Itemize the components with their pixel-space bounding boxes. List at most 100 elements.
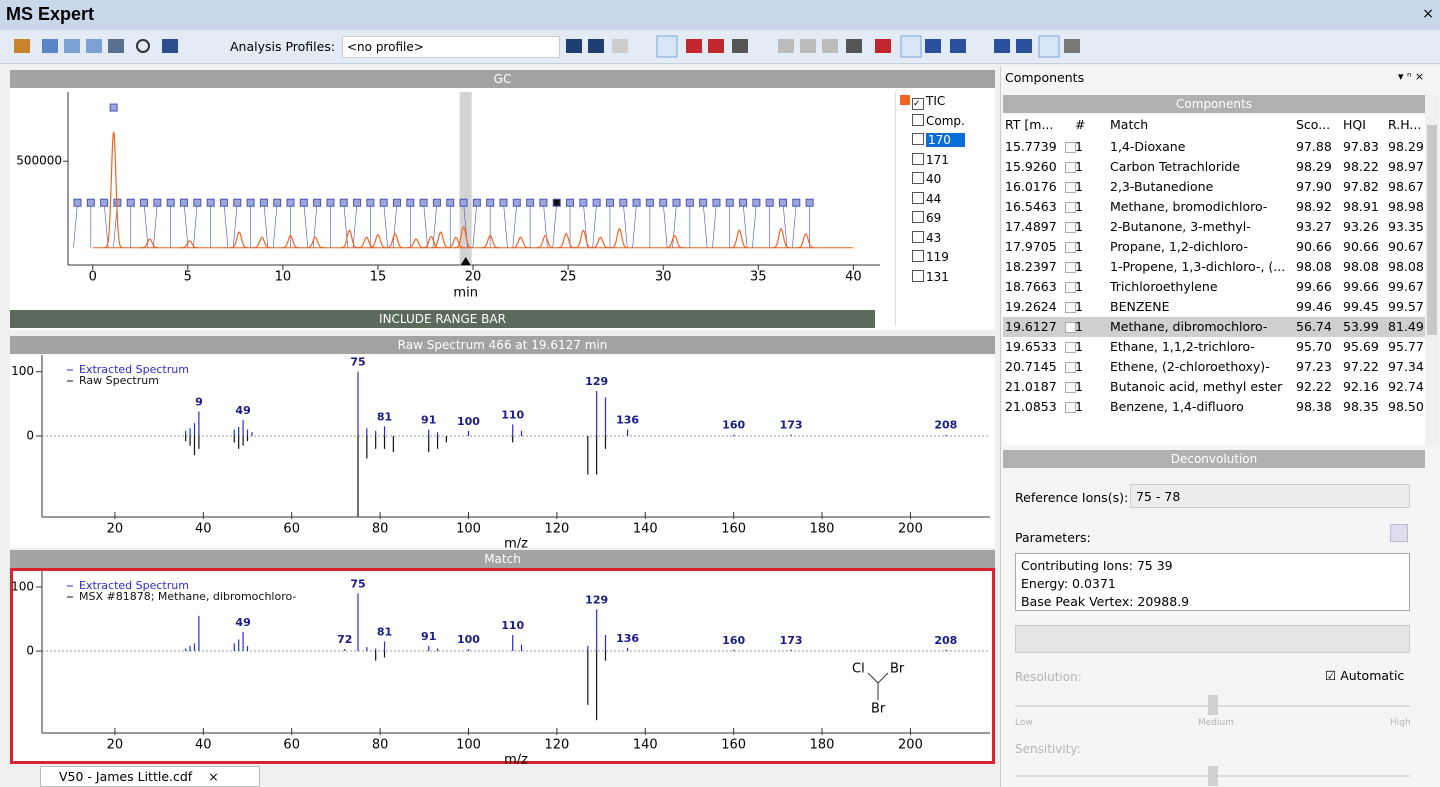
tool-icon[interactable] — [1064, 39, 1080, 53]
open-icon[interactable] — [14, 39, 30, 53]
trace-item[interactable]: 170 — [900, 131, 965, 149]
component-link — [503, 202, 508, 248]
pointer-tool[interactable] — [656, 35, 678, 58]
table-row[interactable]: 16.0176 1 2,3-Butanedione 97.90 97.82 98.67 — [1003, 177, 1425, 197]
table-row[interactable]: 17.9705 1 Propane, 1,2-dichloro- 90.66 90.66… — [1003, 237, 1425, 257]
bond — [867, 672, 879, 684]
expand-icon[interactable] — [1065, 262, 1076, 273]
pane-buttons[interactable]: ▾ ⁿ × — [1398, 70, 1425, 83]
tool-icon[interactable] — [732, 39, 748, 53]
peak — [281, 234, 300, 249]
close-button[interactable]: × — [1422, 6, 1434, 22]
x-tick-label: 120 — [544, 522, 569, 537]
document-tab[interactable]: V50 - James Little.cdf × — [40, 766, 260, 787]
refresh-icon[interactable] — [136, 39, 150, 53]
x-tick-label: 5 — [184, 270, 192, 285]
components-header: Components — [1003, 95, 1425, 113]
tool-icon[interactable] — [846, 39, 862, 53]
checkbox — [912, 230, 924, 243]
table-cell: 97.82 — [1343, 179, 1379, 194]
tool-icon[interactable] — [822, 39, 838, 53]
deconvolution-header: Deconvolution — [1003, 450, 1425, 468]
trace-item[interactable]: 119 — [900, 248, 949, 266]
expand-icon[interactable] — [1065, 302, 1076, 313]
table-row[interactable]: 16.5463 1 Methane, bromodichloro- 98.92 98.9… — [1003, 197, 1425, 217]
tool-icon[interactable] — [925, 39, 941, 53]
tool-icon[interactable] — [900, 35, 922, 58]
trace-item[interactable]: Comp. — [900, 112, 965, 130]
expand-icon[interactable] — [1065, 282, 1076, 293]
table-row[interactable]: 15.9260 1 Carbon Tetrachloride 98.29 98.22 98… — [1003, 157, 1425, 177]
tool-icon[interactable] — [778, 39, 794, 53]
table-cell: 98.29 — [1388, 139, 1424, 154]
tool-icon[interactable] — [686, 39, 702, 53]
reference-select[interactable]: 75 - 78 — [1130, 484, 1410, 508]
tool-icon[interactable] — [950, 39, 966, 53]
table-cell: 1 — [1075, 259, 1083, 274]
expand-icon[interactable] — [1065, 402, 1076, 413]
table-row[interactable]: 19.6533 1 Ethane, 1,1,2-trichloro- 95.70 95.… — [1003, 337, 1425, 357]
peak — [386, 233, 405, 249]
automatic-checkbox[interactable]: ☑ Automatic — [1325, 668, 1405, 683]
expand-icon[interactable] — [1065, 342, 1076, 353]
help-icon[interactable] — [162, 39, 178, 53]
copy-button[interactable] — [1390, 524, 1408, 542]
expand-icon[interactable] — [1065, 142, 1076, 153]
x-tick-label: 40 — [195, 738, 212, 753]
table-row[interactable]: 21.0187 1 Butanoic acid, methyl ester 92.22… — [1003, 377, 1425, 397]
expand-icon[interactable] — [1065, 222, 1076, 233]
peak — [340, 229, 359, 249]
table-cell: 98.08 — [1296, 259, 1332, 274]
slider-thumb[interactable] — [1208, 766, 1218, 786]
table-row[interactable]: 18.2397 1 1-Propene, 1,3-dichloro-, (... 98… — [1003, 257, 1425, 277]
expand-icon[interactable] — [1065, 322, 1076, 333]
component-link — [103, 202, 109, 248]
tool-icon[interactable] — [108, 39, 124, 53]
table-row[interactable]: 18.7663 1 Trichloroethylene 99.66 99.66 99.67 — [1003, 277, 1425, 297]
tab-close[interactable]: × — [208, 769, 219, 784]
table-cell: 16.5463 — [1005, 199, 1057, 214]
profile-select[interactable]: <no profile> — [342, 36, 560, 58]
trace-item[interactable]: 131 — [900, 268, 949, 286]
tool-icon[interactable] — [64, 39, 80, 53]
trace-item[interactable]: 44 — [900, 190, 941, 208]
tool-icon[interactable] — [42, 39, 58, 53]
component-link — [423, 202, 428, 248]
trace-item[interactable]: 69 — [900, 209, 941, 227]
expand-icon[interactable] — [1065, 162, 1076, 173]
table-row[interactable]: 19.6127 1 Methane, dibromochloro- 56.74 53.9… — [1003, 317, 1425, 337]
expand-icon[interactable] — [1065, 242, 1076, 253]
component-marker — [685, 198, 694, 207]
slider-thumb[interactable] — [1208, 695, 1218, 715]
table-row[interactable]: 17.4897 1 2-Butanone, 3-methyl- 93.27 93.26 9… — [1003, 217, 1425, 237]
expand-icon[interactable] — [1065, 362, 1076, 373]
table-row[interactable]: 19.2624 1 BENZENE 99.46 99.45 99.57 — [1003, 297, 1425, 317]
table-cell: 1 — [1075, 399, 1083, 414]
table-row[interactable]: 15.7739 1 1,4-Dioxane 97.88 97.83 98.29 — [1003, 137, 1425, 157]
expand-icon[interactable] — [1065, 202, 1076, 213]
trace-item[interactable]: 171 — [900, 151, 949, 169]
table-cell: 1 — [1075, 159, 1083, 174]
tool-icon[interactable] — [994, 39, 1010, 53]
trace-item[interactable]: 40 — [900, 170, 941, 188]
range-bar[interactable]: INCLUDE RANGE BAR — [10, 310, 875, 328]
table-row[interactable]: 21.0853 1 Benzene, 1,4-difluoro 98.38 98.35 9… — [1003, 397, 1425, 417]
tool-icon[interactable] — [875, 39, 891, 53]
trace-item[interactable]: ✓ TIC — [900, 92, 945, 110]
expand-icon[interactable] — [1065, 382, 1076, 393]
scrollbar[interactable] — [1425, 95, 1439, 445]
tool-icon[interactable] — [588, 39, 604, 53]
trace-item[interactable]: 43 — [900, 229, 941, 247]
tool-icon[interactable] — [800, 39, 816, 53]
component-link — [73, 202, 78, 248]
table-row[interactable]: 20.7145 1 Ethene, (2-chloroethoxy)- 97.23 97… — [1003, 357, 1425, 377]
tool-icon[interactable] — [566, 39, 582, 53]
tool-icon[interactable] — [1038, 35, 1060, 58]
x-tick-label: 25 — [560, 270, 577, 285]
expand-icon[interactable] — [1065, 182, 1076, 193]
tool-icon[interactable] — [86, 39, 102, 53]
tool-icon[interactable] — [612, 39, 628, 53]
tool-icon[interactable] — [708, 39, 724, 53]
tool-icon[interactable] — [1016, 39, 1032, 53]
